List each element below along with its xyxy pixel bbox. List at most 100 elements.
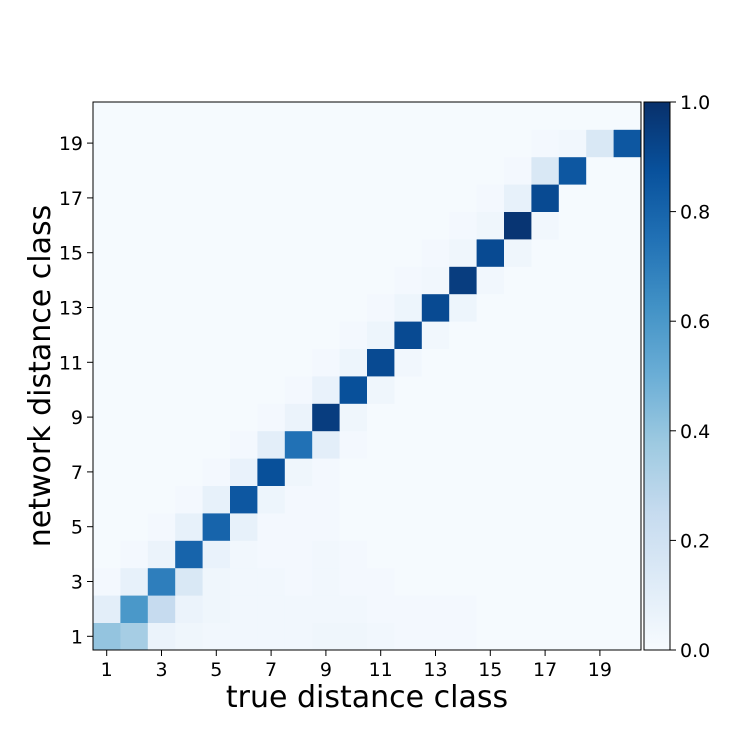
- heatmap-cell: [202, 129, 231, 158]
- heatmap-cell: [531, 376, 560, 404]
- heatmap-cell: [202, 321, 231, 349]
- heatmap-cell: [586, 102, 614, 130]
- heatmap-cell: [120, 239, 149, 267]
- heatmap-cell: [339, 211, 368, 240]
- heatmap-cell: [147, 458, 176, 486]
- heatmap-cell: [93, 293, 121, 322]
- heatmap-cell: [449, 622, 477, 651]
- heatmap-cell: [202, 239, 231, 267]
- y-tick-label: 1: [71, 626, 83, 648]
- x-tick-label: 13: [423, 659, 447, 681]
- heatmap-cell: [284, 293, 313, 322]
- heatmap-cell: [449, 211, 477, 240]
- heatmap-cell: [421, 622, 450, 651]
- heatmap-cell: [476, 348, 505, 377]
- heatmap-cell: [504, 430, 532, 459]
- heatmap-cell: [613, 211, 642, 240]
- plot-frame: [92, 101, 642, 651]
- heatmap-cell: [476, 184, 505, 212]
- heatmap-cell: [504, 266, 532, 295]
- heatmap-cell: [531, 102, 560, 130]
- heatmap-cell: [531, 595, 560, 623]
- heatmap-cell: [449, 293, 477, 322]
- heatmap-cell: [613, 102, 642, 130]
- colorbar-tick-label: 1.0: [680, 92, 710, 114]
- heatmap-cell: [504, 376, 532, 404]
- heatmap-cell: [613, 156, 642, 185]
- heatmap-cell: [147, 622, 176, 651]
- heatmap-cell: [147, 102, 176, 130]
- heatmap-cell: [504, 622, 532, 651]
- heatmap-cell: [613, 567, 642, 596]
- heatmap-cell: [257, 595, 286, 623]
- heatmap-cell: [202, 540, 231, 569]
- heatmap-cell: [476, 513, 505, 541]
- heatmap-cell: [449, 156, 477, 185]
- heatmap-cell: [476, 293, 505, 322]
- heatmap-cell: [504, 595, 532, 623]
- heatmap-cell: [558, 102, 587, 130]
- heatmap-cell: [613, 321, 642, 349]
- heatmap-cell: [257, 540, 286, 569]
- heatmap-cell: [202, 430, 231, 459]
- y-tick-label: 3: [71, 572, 83, 594]
- heatmap-cell: [284, 211, 313, 240]
- heatmap-cell: [421, 211, 450, 240]
- heatmap-cell: [394, 321, 423, 349]
- heatmap-cell: [230, 458, 258, 486]
- heatmap-cell: [147, 239, 176, 267]
- heatmap-cell: [421, 293, 450, 322]
- heatmap-cell: [230, 129, 258, 158]
- heatmap-cell: [531, 211, 560, 240]
- heatmap-cell: [394, 129, 423, 158]
- heatmap-cell: [312, 403, 340, 432]
- heatmap-cell: [504, 348, 532, 377]
- heatmap-cell: [120, 348, 149, 377]
- y-tick-label: 9: [71, 407, 83, 429]
- heatmap-cell: [421, 348, 450, 377]
- heatmap-cell: [558, 129, 587, 158]
- heatmap-cell: [421, 485, 450, 514]
- heatmap-cell: [202, 184, 231, 212]
- heatmap-cell: [586, 403, 614, 432]
- heatmap-cell: [504, 129, 532, 158]
- heatmap-cell: [476, 321, 505, 349]
- heatmap-cell: [175, 293, 203, 322]
- heatmap-cell: [147, 595, 176, 623]
- heatmap-cell: [476, 376, 505, 404]
- heatmap-cell: [476, 239, 505, 267]
- heatmap-cell: [367, 293, 395, 322]
- heatmap-cell: [175, 403, 203, 432]
- heatmap-cell: [476, 266, 505, 295]
- heatmap-cell: [449, 485, 477, 514]
- heatmap-cell: [284, 622, 313, 651]
- heatmap-cell: [421, 321, 450, 349]
- heatmap-cell: [586, 239, 614, 267]
- heatmap-cell: [147, 348, 176, 377]
- heatmap-cell: [230, 376, 258, 404]
- heatmap-cell: [586, 595, 614, 623]
- heatmap-cell: [257, 622, 286, 651]
- heatmap-cell: [367, 622, 395, 651]
- heatmap-cell: [284, 458, 313, 486]
- heatmap-cell: [147, 513, 176, 541]
- heatmap-cell: [93, 622, 121, 651]
- heatmap-cell: [284, 266, 313, 295]
- y-tick-label: 7: [71, 462, 83, 484]
- heatmap-cell: [421, 102, 450, 130]
- heatmap-cell: [175, 595, 203, 623]
- heatmap-cell: [257, 321, 286, 349]
- heatmap-cell: [312, 595, 340, 623]
- heatmap-cell: [367, 211, 395, 240]
- heatmap-cell: [421, 430, 450, 459]
- heatmap-cell: [339, 184, 368, 212]
- heatmap-cell: [312, 211, 340, 240]
- heatmap-cell: [421, 540, 450, 569]
- heatmap-cell: [586, 540, 614, 569]
- y-tick-label: 11: [59, 352, 83, 374]
- heatmap-cell: [558, 156, 587, 185]
- heatmap-cell: [147, 430, 176, 459]
- heatmap-cell: [531, 348, 560, 377]
- heatmap-cell: [312, 239, 340, 267]
- heatmap-cell: [558, 540, 587, 569]
